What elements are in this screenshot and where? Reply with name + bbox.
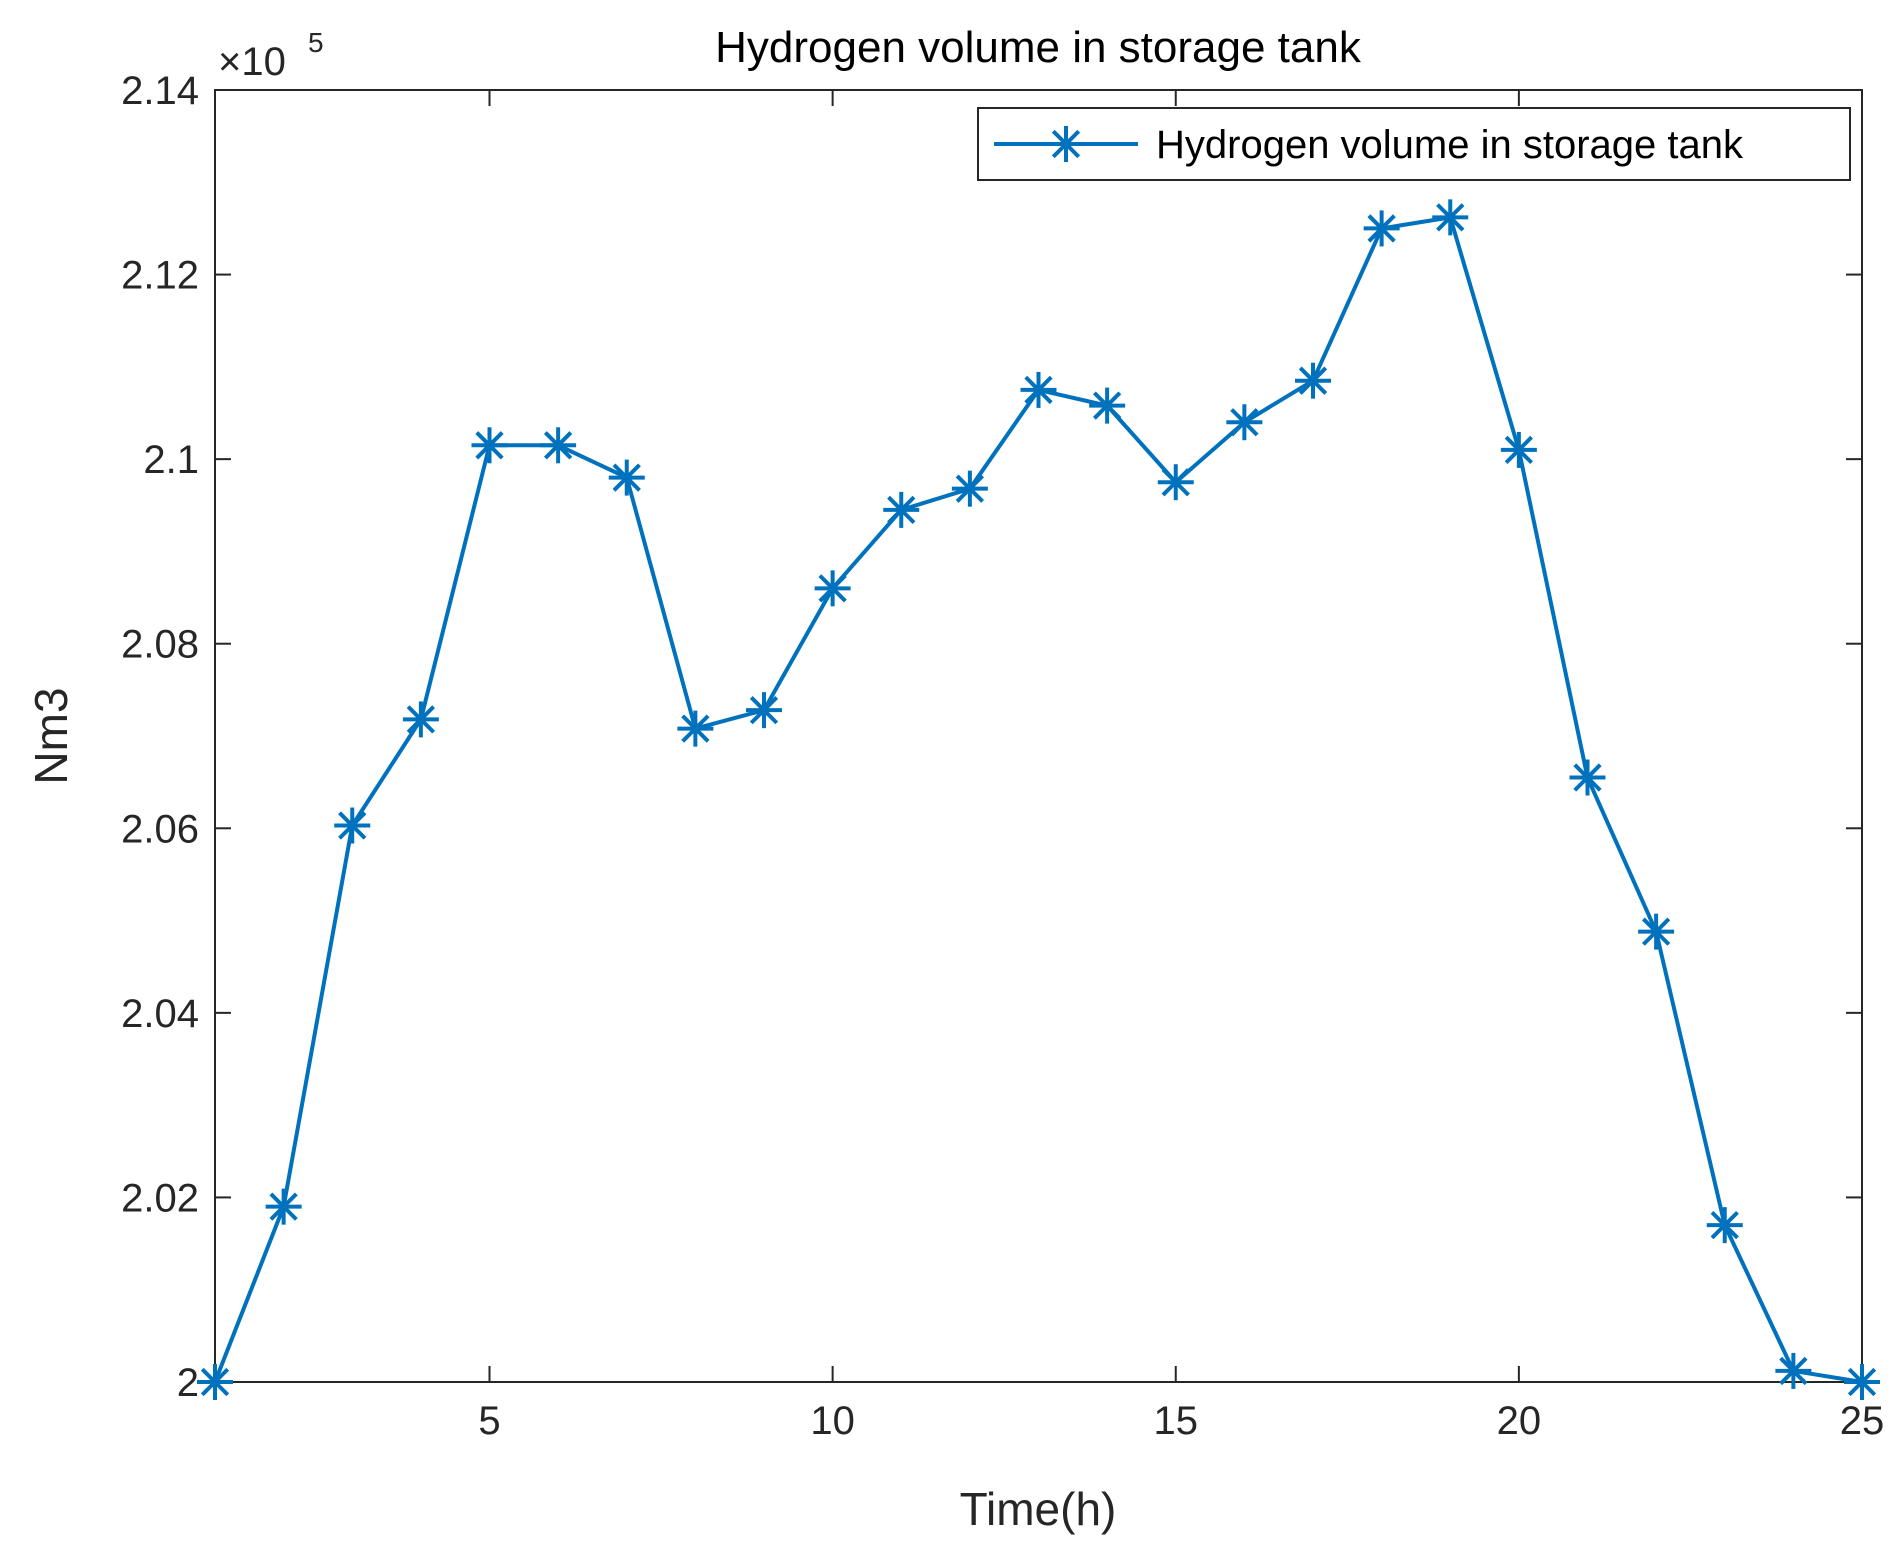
y-exponent-base: ×10 bbox=[218, 40, 286, 84]
data-point bbox=[1569, 759, 1606, 796]
axes-box bbox=[214, 89, 1863, 1383]
data-point bbox=[1363, 210, 1400, 247]
data-point bbox=[402, 701, 439, 738]
y-exponent: ×10 5 bbox=[218, 27, 324, 84]
y-axis-label: Nm3 bbox=[25, 687, 77, 784]
data-point bbox=[883, 491, 920, 528]
legend-marker-asterisk bbox=[1048, 126, 1084, 162]
data-point bbox=[1157, 464, 1194, 501]
y-tick-label: 2.02 bbox=[121, 1176, 199, 1220]
data-point bbox=[1226, 404, 1263, 441]
data-point bbox=[265, 1188, 302, 1225]
legend-marker bbox=[1048, 126, 1084, 162]
data-point bbox=[746, 692, 782, 729]
y-tick-label: 2.06 bbox=[121, 807, 199, 851]
x-axis-label: Time(h) bbox=[960, 1483, 1117, 1535]
data-point bbox=[1295, 362, 1331, 399]
y-tick-label: 2.1 bbox=[143, 438, 199, 482]
legend-label: Hydrogen volume in storage tank bbox=[1156, 123, 1744, 167]
data-point bbox=[677, 710, 714, 747]
x-tick-label: 20 bbox=[1497, 1399, 1542, 1443]
x-tick-label: 10 bbox=[810, 1399, 855, 1443]
plot-area bbox=[214, 89, 1863, 1383]
y-tick-label: 2.08 bbox=[121, 623, 199, 667]
data-point bbox=[197, 1364, 233, 1400]
legend: Hydrogen volume in storage tank bbox=[977, 107, 1851, 181]
y-tick-label: 2.14 bbox=[121, 69, 199, 113]
chart-title: Hydrogen volume in storage tank bbox=[715, 23, 1362, 72]
data-point bbox=[951, 470, 988, 507]
tick-labels: 5 10 15 20 25 2 2.02 2.04 2.06 2.08 2.1 2.12 2.14 bbox=[121, 69, 1884, 1443]
data-point bbox=[1844, 1364, 1880, 1400]
y-tick-label: 2.04 bbox=[121, 992, 199, 1036]
data-point bbox=[1089, 387, 1126, 424]
data-point bbox=[334, 807, 371, 844]
y-exponent-power: 5 bbox=[308, 27, 324, 58]
data-point bbox=[1500, 431, 1537, 468]
data-point bbox=[1638, 913, 1675, 950]
data-point bbox=[608, 459, 645, 496]
data-point bbox=[814, 570, 851, 607]
x-tick-label: 5 bbox=[478, 1399, 500, 1443]
data-point bbox=[471, 427, 508, 464]
data-point bbox=[1020, 371, 1057, 408]
x-tick-label: 25 bbox=[1840, 1399, 1885, 1443]
data-point bbox=[540, 427, 577, 464]
data-point bbox=[1775, 1352, 1812, 1389]
y-tick-label: 2.12 bbox=[121, 254, 199, 298]
y-tick-label: 2 bbox=[177, 1361, 199, 1405]
x-tick-label: 15 bbox=[1154, 1399, 1199, 1443]
data-point bbox=[1432, 199, 1469, 236]
data-point bbox=[1706, 1207, 1743, 1244]
series-layer bbox=[197, 199, 1880, 1400]
